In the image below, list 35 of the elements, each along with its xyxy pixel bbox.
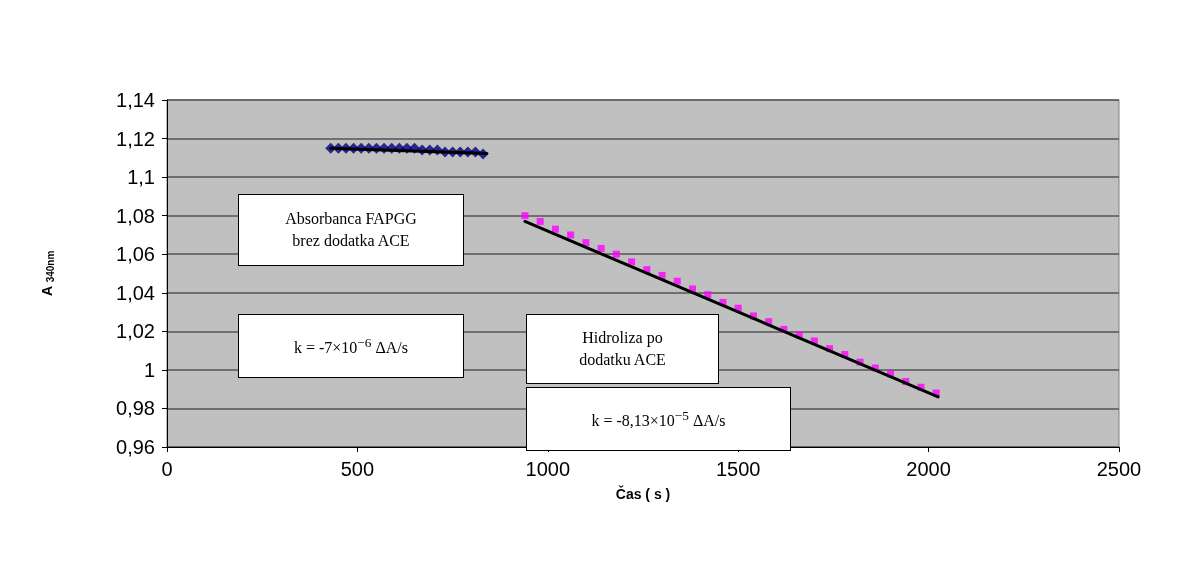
- y-tick-label: 1,08: [116, 204, 155, 227]
- point: [628, 258, 636, 266]
- point: [582, 239, 590, 247]
- y-tick-label: 1,04: [116, 281, 155, 304]
- annotation: Absorbanca FAPGG brez dodatka ACE: [285, 209, 417, 251]
- text-box: k = -7×10$^{−6}$ ΔA/s: [238, 314, 464, 378]
- y-tick-label: 1: [143, 358, 155, 381]
- annotation: Hidroliza po dodatku ACE: [579, 328, 666, 370]
- x-tick-label: 500: [340, 458, 375, 480]
- text-box: k = -8,13×10$^{−5}$ ΔA/s: [526, 387, 791, 451]
- point: [612, 250, 620, 258]
- text-box: Absorbanca FAPGG brez dodatka ACE: [238, 194, 464, 266]
- point: [521, 212, 529, 220]
- y-tick-label: 0,98: [116, 397, 155, 420]
- y-tick-label: 1,14: [116, 89, 155, 111]
- x-tick-label: 1000: [525, 458, 571, 480]
- point: [536, 217, 544, 225]
- point: [673, 277, 681, 285]
- x-tick-label: 0: [161, 458, 173, 480]
- x-tick-label: 2000: [906, 458, 951, 480]
- y-tick-label: 1,12: [116, 127, 155, 150]
- y-tick-label: 0,96: [116, 436, 155, 458]
- x-axis-title: Čas ( s ): [615, 485, 671, 502]
- annotation: k = -8,13×10$^{−5}$ ΔA/s: [591, 407, 726, 432]
- x-tick-label: 1500: [715, 458, 761, 480]
- text-box: Hidroliza po dodatku ACE: [526, 314, 719, 384]
- y-tick-label: 1,02: [116, 320, 155, 343]
- annotation: k = -7×10$^{−6}$ ΔA/s: [293, 334, 409, 359]
- y-tick-label: 1,06: [116, 243, 155, 266]
- y-axis-title: A 340nm: [39, 250, 56, 297]
- y-tick-label: 1,1: [127, 166, 155, 189]
- x-tick-label: 2500: [1096, 458, 1142, 480]
- point: [567, 231, 575, 239]
- point: [551, 225, 559, 233]
- point: [597, 244, 605, 252]
